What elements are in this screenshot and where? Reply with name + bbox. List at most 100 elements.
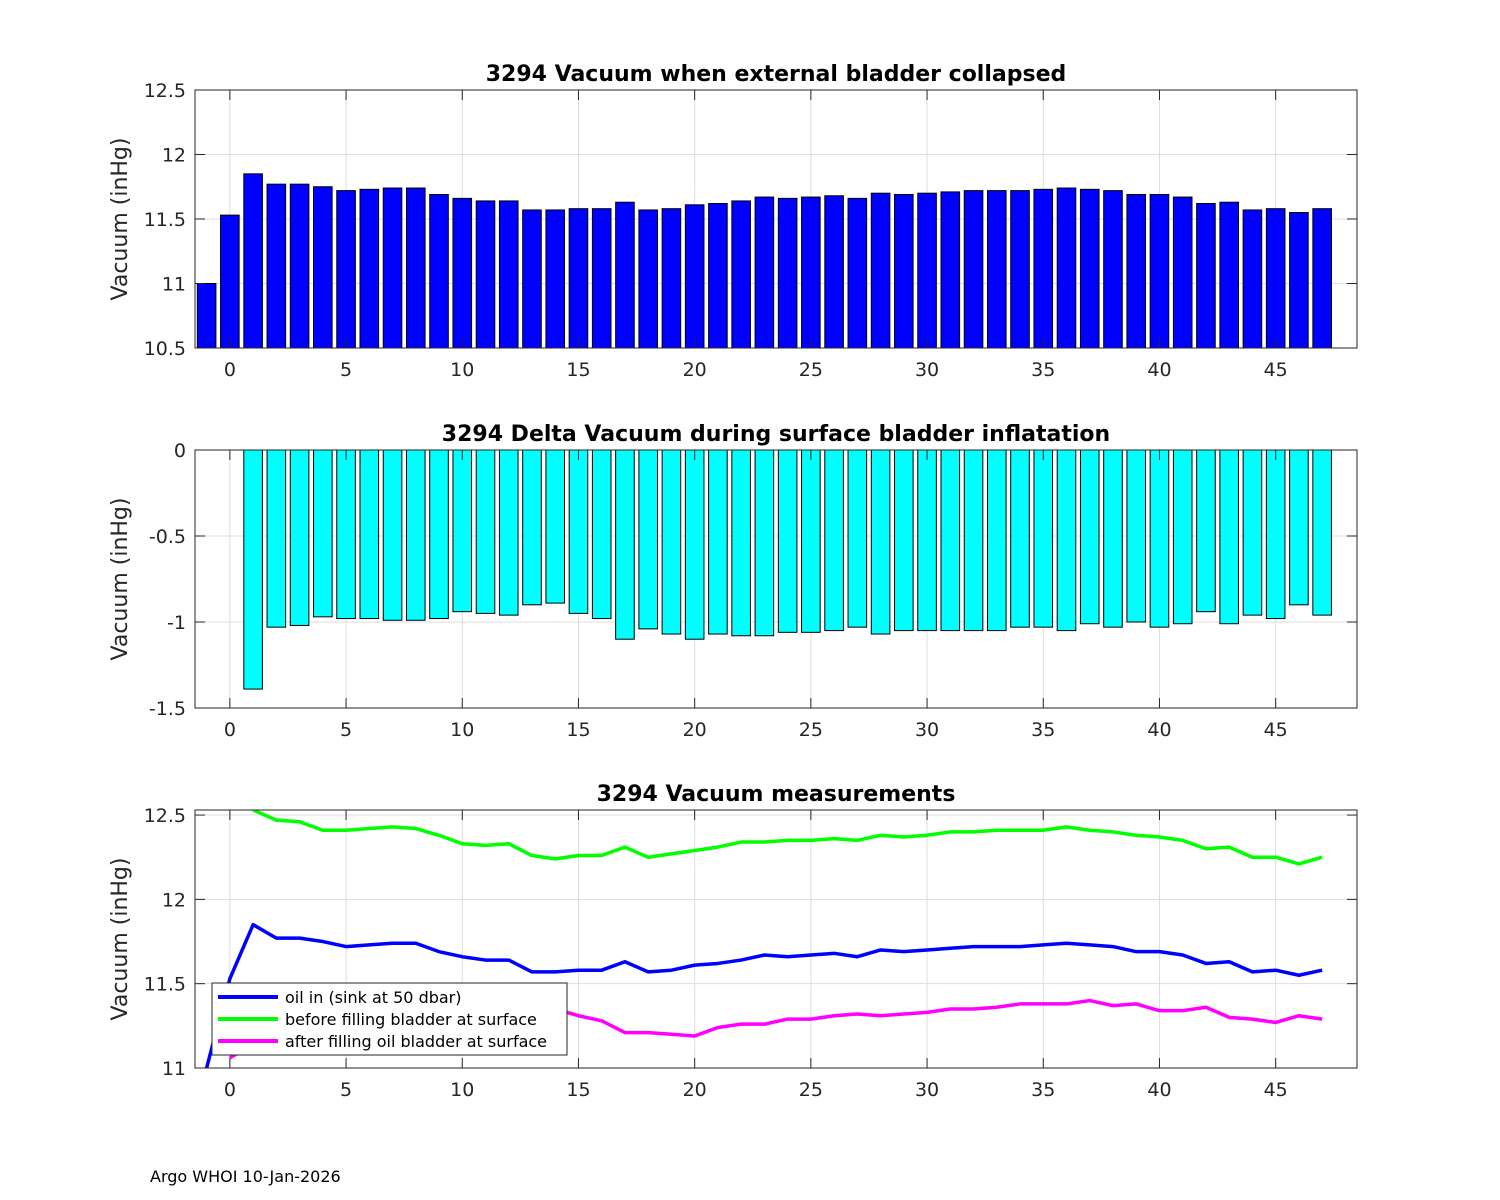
bar — [243, 173, 263, 348]
bar — [196, 283, 217, 348]
x-tick-label: 10 — [450, 719, 474, 741]
bar — [1242, 209, 1263, 348]
footer-credit: Argo WHOI 10-Jan-2026 — [150, 1167, 341, 1186]
bar — [1219, 201, 1239, 348]
bar — [940, 191, 961, 348]
panel-delta-vacuum: 0 5 10 15 20 25 30 35 40 45 -1.5 -1 -0.5 0 3294 Delta… — [108, 422, 1358, 741]
bar — [1010, 190, 1030, 348]
bar — [1079, 450, 1100, 625]
bar — [661, 208, 682, 348]
bar — [1219, 450, 1239, 625]
bar — [1312, 450, 1332, 616]
x-tick-label: 45 — [1264, 1079, 1288, 1101]
bar — [266, 450, 287, 628]
bar — [359, 450, 380, 620]
x-tick-label: 20 — [683, 359, 707, 381]
tick-marks: 0 5 10 15 20 25 30 35 40 45 10.5 11 11.5 12 12.5 — [144, 80, 1357, 381]
bar — [684, 204, 705, 348]
bar — [1196, 450, 1216, 613]
chart-title: 3294 Vacuum measurements — [597, 782, 956, 807]
x-tick-label: 40 — [1147, 719, 1171, 741]
series-line-2 — [252, 810, 1323, 866]
bar — [615, 450, 635, 640]
bar — [522, 209, 542, 348]
bar — [429, 450, 449, 620]
panel-vacuum-collapsed: 0 5 10 15 20 25 30 35 40 45 10.5 11 11.5 12 12.5 3294 … — [108, 62, 1358, 381]
bar — [986, 190, 1007, 348]
bar — [847, 197, 868, 348]
bar — [452, 450, 473, 613]
x-tick-label: 35 — [1031, 1079, 1055, 1101]
x-tick-label: 15 — [566, 1079, 590, 1101]
bar — [1149, 450, 1170, 628]
legend: oil in (sink at 50 dbar) before filling … — [211, 982, 568, 1056]
y-tick-label: 10.5 — [144, 338, 186, 360]
bar — [754, 450, 775, 637]
bar — [661, 450, 682, 635]
bar — [568, 208, 589, 348]
bar — [731, 450, 751, 637]
bar — [1242, 450, 1263, 616]
bar — [243, 450, 263, 690]
bar — [522, 450, 542, 606]
bar — [638, 209, 658, 348]
bar — [336, 190, 356, 348]
bar — [545, 450, 566, 604]
bar — [1172, 450, 1193, 625]
bar — [847, 450, 868, 628]
x-tick-label: 5 — [340, 719, 352, 741]
x-tick-label: 40 — [1147, 1079, 1171, 1101]
x-tick-label: 0 — [224, 719, 236, 741]
bar — [870, 192, 891, 348]
x-tick-label: 30 — [915, 359, 939, 381]
bar — [894, 450, 914, 632]
bars — [196, 173, 1332, 348]
tick-marks: 0 5 10 15 20 25 30 35 40 45 11 11.5 12 12.5 — [144, 805, 1357, 1101]
bar — [754, 196, 775, 348]
bar — [824, 195, 844, 348]
bar — [1196, 203, 1216, 348]
bar — [313, 186, 333, 348]
bar — [591, 450, 612, 620]
bar — [266, 183, 287, 348]
bar — [452, 197, 473, 348]
bar — [917, 192, 937, 348]
bar — [1079, 188, 1100, 348]
x-tick-label: 45 — [1264, 719, 1288, 741]
bar — [963, 190, 984, 348]
bar — [498, 200, 519, 348]
y-tick-label: -1.5 — [149, 698, 186, 720]
x-tick-label: 10 — [450, 359, 474, 381]
bar — [1010, 450, 1030, 628]
y-tick-label: 12.5 — [144, 80, 186, 102]
bar — [568, 450, 589, 614]
bar — [1126, 450, 1147, 623]
bar — [1149, 193, 1170, 348]
y-tick-label: 11 — [162, 274, 186, 296]
bar — [801, 450, 821, 633]
y-axis-label: Vacuum (inHg) — [108, 858, 133, 1021]
bar — [1312, 208, 1332, 348]
chart-title: 3294 Vacuum when external bladder collap… — [486, 62, 1067, 87]
y-tick-label: 0 — [174, 440, 186, 462]
x-tick-label: 5 — [340, 359, 352, 381]
bar — [1265, 208, 1286, 348]
bar — [1103, 190, 1123, 348]
y-tick-label: -0.5 — [149, 526, 186, 548]
legend-label-before-filling: before filling bladder at surface — [285, 1010, 537, 1029]
y-tick-label: 11.5 — [144, 209, 186, 231]
x-tick-label: 40 — [1147, 359, 1171, 381]
x-tick-label: 30 — [915, 719, 939, 741]
bar — [708, 203, 728, 348]
series-line-1 — [204, 922, 1323, 1068]
bar — [1033, 188, 1054, 348]
bar — [917, 450, 937, 632]
bar — [289, 450, 310, 626]
x-tick-label: 25 — [799, 719, 823, 741]
y-tick-label: -1 — [167, 612, 186, 634]
bar — [498, 450, 519, 616]
y-tick-label: 11 — [162, 1058, 186, 1080]
bar — [870, 450, 891, 635]
tick-marks: 0 5 10 15 20 25 30 35 40 45 -1.5 -1 -0.5 0 — [149, 440, 1357, 741]
bar — [986, 450, 1007, 632]
